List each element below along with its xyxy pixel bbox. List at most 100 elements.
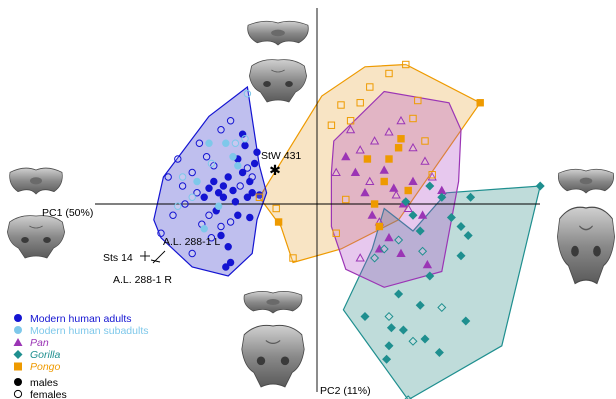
point-modern-human-adults-male xyxy=(234,211,242,219)
point-pongo-female xyxy=(385,69,393,78)
point-gorilla-male xyxy=(463,230,473,241)
legend-marker-pongo xyxy=(14,362,22,371)
point-modern-human-subadults-male xyxy=(193,177,201,186)
legend-marker-females xyxy=(13,389,23,399)
point-pongo-female xyxy=(346,117,355,125)
point-pan-male xyxy=(350,167,361,176)
point-modern-human-adults-male xyxy=(248,189,256,197)
point-gorilla-female xyxy=(437,302,447,313)
point-modern-human-subadults-female xyxy=(178,173,187,181)
point-modern-human-subadults-male xyxy=(205,139,213,147)
point-gorilla-male xyxy=(415,226,425,236)
point-gorilla-male xyxy=(394,289,404,299)
point-pan-female xyxy=(369,136,380,145)
point-modern-human-subadults-female xyxy=(174,202,182,210)
point-pongo-female xyxy=(409,114,417,123)
point-gorilla-male xyxy=(437,192,447,202)
point-pan-male xyxy=(379,165,389,174)
fossil-annotations: StW 431 ✱ A.L. 288-1 L Sts 14 A.L. 288-1… xyxy=(103,150,301,286)
point-modern-human-adults-female xyxy=(181,200,189,208)
point-modern-human-adults-male xyxy=(219,193,228,201)
point-pongo-female xyxy=(289,254,297,262)
point-pongo-female xyxy=(414,96,422,105)
legend-label-pongo: Pongo xyxy=(30,361,61,373)
point-modern-human-adults-male xyxy=(224,173,232,181)
pelvis-front-view-image xyxy=(6,215,66,259)
point-modern-human-adults-male xyxy=(238,168,247,177)
point-modern-human-adults-female xyxy=(248,173,256,181)
point-gorilla-male xyxy=(425,271,435,281)
point-modern-human-adults-female xyxy=(157,229,165,237)
legend-label-females: females xyxy=(30,389,67,399)
point-gorilla-female xyxy=(384,311,394,322)
point-gorilla-male xyxy=(466,192,476,202)
point-pongo-male xyxy=(370,200,379,208)
point-pan-female xyxy=(408,142,418,152)
annotation-al288-1-r: A.L. 288-1 R xyxy=(113,274,172,286)
legend: Modern human adults Modern human subadul… xyxy=(13,313,149,399)
point-gorilla-male xyxy=(461,316,471,326)
point-pongo-female xyxy=(337,101,345,109)
pelvis-top-view-image xyxy=(247,20,309,46)
legend-label-modern-human-adults: Modern human adults xyxy=(30,313,132,325)
point-pan-male xyxy=(384,232,394,242)
point-pongo-male xyxy=(394,144,403,152)
point-pongo-male xyxy=(274,218,283,226)
point-gorilla-male xyxy=(434,347,444,358)
point-modern-human-subadults-male xyxy=(200,225,208,233)
point-modern-human-adults-male xyxy=(200,193,208,201)
point-pan-male xyxy=(389,183,399,192)
point-modern-human-adults-female xyxy=(217,126,225,134)
legend-marker-modern-human-adults xyxy=(14,314,22,322)
legend-marker-modern-human-subadults xyxy=(14,326,22,334)
point-pan-male xyxy=(367,210,377,219)
point-modern-human-adults-male xyxy=(219,182,228,190)
point-gorilla-male xyxy=(384,341,394,351)
point-gorilla-male xyxy=(456,251,466,261)
point-pongo-male xyxy=(375,222,384,231)
point-pongo-male xyxy=(380,177,388,186)
stw431-marker: ✱ xyxy=(269,162,281,178)
point-pongo-female xyxy=(342,195,350,204)
point-modern-human-adults-female xyxy=(217,222,225,231)
point-modern-human-adults-female xyxy=(236,182,244,190)
point-modern-human-adults-female xyxy=(207,234,216,242)
point-modern-human-adults-female xyxy=(178,182,187,190)
point-modern-human-adults-female xyxy=(188,249,196,258)
pelvis-front-view-image xyxy=(241,324,305,388)
point-pan-female xyxy=(396,115,406,125)
point-modern-human-adults-male xyxy=(217,231,225,240)
pelvis-top-view-image xyxy=(9,167,63,195)
point-pongo-male xyxy=(385,155,393,163)
data-points xyxy=(157,60,545,399)
point-modern-human-adults-male xyxy=(210,177,218,186)
point-pan-female xyxy=(403,203,413,212)
point-modern-human-subadults-male xyxy=(234,162,242,170)
point-modern-human-adults-male xyxy=(253,148,261,156)
point-gorilla-male xyxy=(425,181,435,191)
point-gorilla-male xyxy=(420,334,430,344)
point-modern-human-subadults-female xyxy=(188,193,196,201)
pelvis-front-view-image xyxy=(248,59,308,103)
point-gorilla-male xyxy=(408,210,418,220)
point-modern-human-adults-female xyxy=(193,189,201,197)
point-gorilla-male xyxy=(382,354,392,364)
legend-label-pan: Pan xyxy=(30,337,49,349)
point-pan-female xyxy=(391,190,401,199)
pc2-axis-label: PC2 (11%) xyxy=(320,385,371,397)
point-modern-human-adults-female xyxy=(226,218,235,226)
point-modern-human-adults-male xyxy=(226,258,235,267)
point-gorilla-male xyxy=(415,300,425,310)
point-pongo-male xyxy=(363,155,372,163)
point-pongo-male xyxy=(476,99,484,107)
convex-hulls xyxy=(153,63,541,399)
point-pan-female xyxy=(355,253,365,262)
point-pongo-female xyxy=(327,121,336,129)
point-gorilla-male xyxy=(446,212,456,223)
point-gorilla-female xyxy=(379,244,389,254)
point-modern-human-subadults-female xyxy=(207,159,216,168)
point-modern-human-adults-female xyxy=(169,211,177,219)
pelvis-top-view-image xyxy=(557,168,615,194)
point-pan-male xyxy=(417,210,428,219)
